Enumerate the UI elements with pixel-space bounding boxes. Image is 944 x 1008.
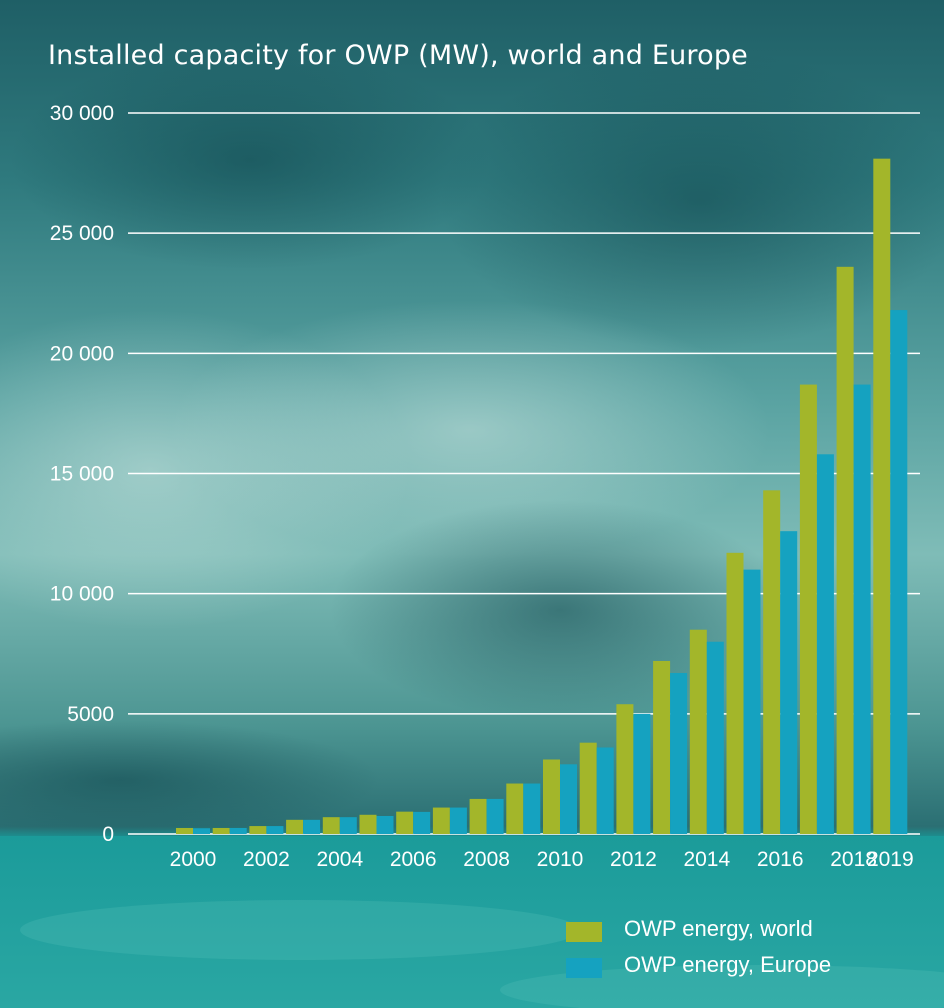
bar-europe-2004 xyxy=(339,817,357,834)
chart-title: Installed capacity for OWP (MW), world a… xyxy=(48,40,748,71)
bar-world-2016 xyxy=(763,490,781,834)
y-tick-label: 10 000 xyxy=(50,583,114,606)
y-tick-label: 25 000 xyxy=(50,222,114,245)
bar-world-2013 xyxy=(653,660,671,834)
x-tick-label: 2008 xyxy=(463,848,510,871)
bar-europe-2014 xyxy=(706,641,724,834)
bar-europe-2016 xyxy=(780,531,798,834)
bar-world-2011 xyxy=(579,742,597,834)
bar-world-2012 xyxy=(616,704,634,834)
bar-europe-2009 xyxy=(523,783,541,834)
bar-world-2003 xyxy=(286,819,304,834)
bar-world-2009 xyxy=(506,783,524,834)
x-tick-label: 2016 xyxy=(757,848,804,871)
x-tick-label: 2014 xyxy=(683,848,730,871)
bar-world-2001 xyxy=(212,827,230,834)
x-tick-label: 2002 xyxy=(243,848,290,871)
y-tick-label: 15 000 xyxy=(50,463,114,486)
bar-world-2002 xyxy=(249,826,267,834)
bar-world-2018 xyxy=(836,266,854,834)
bar-europe-2013 xyxy=(670,672,688,834)
bar-world-2019 xyxy=(873,158,891,834)
bar-world-2017 xyxy=(799,384,817,834)
x-axis-tick-labels: 2000 2002 2004 2006 2008 2010 2012 2014 2016 2018… xyxy=(170,848,914,871)
bar-europe-2008 xyxy=(486,798,504,834)
y-axis-tick-labels: 0 5000 10 000 15 000 20 000 25 000 30 000 xyxy=(50,102,114,846)
y-tick-label: 30 000 xyxy=(50,102,114,125)
legend-label-world: OWP energy, world xyxy=(624,916,813,941)
bar-europe-2000 xyxy=(193,828,210,834)
bar-world-2004 xyxy=(322,817,340,834)
x-tick-label: 2018 xyxy=(830,848,877,871)
legend-swatch-world xyxy=(566,922,602,942)
bar-europe-2007 xyxy=(449,807,467,834)
bar-europe-2002 xyxy=(266,826,284,834)
legend-label-europe: OWP energy, Europe xyxy=(624,952,832,977)
bar-world-2014 xyxy=(689,629,707,834)
bar-europe-2015 xyxy=(743,569,761,834)
y-tick-label: 5000 xyxy=(67,703,114,726)
x-tick-label: 2004 xyxy=(316,848,363,871)
x-tick-label: 2012 xyxy=(610,848,657,871)
bar-europe-2006 xyxy=(413,811,431,834)
bar-europe-2017 xyxy=(816,454,834,834)
y-tick-label: 20 000 xyxy=(50,342,114,365)
bar-europe-2001 xyxy=(229,827,247,834)
bar-europe-2018 xyxy=(853,384,871,834)
bar-europe-2011 xyxy=(596,747,614,834)
bar-world-2015 xyxy=(726,552,744,834)
bar-europe-2005 xyxy=(376,815,394,834)
bar-europe-2003 xyxy=(303,819,321,834)
bar-world-2010 xyxy=(543,759,560,834)
bar-world-2005 xyxy=(359,814,377,834)
bar-world-2006 xyxy=(396,811,414,834)
x-tick-label: 2010 xyxy=(537,848,584,871)
x-tick-label: 2000 xyxy=(170,848,217,871)
bars xyxy=(176,158,908,834)
bar-world-2008 xyxy=(469,798,487,834)
legend-swatch-europe xyxy=(566,958,602,978)
bar-world-2000 xyxy=(176,827,193,834)
x-tick-label: 2019 xyxy=(867,848,914,871)
y-tick-label: 0 xyxy=(102,823,114,846)
bar-europe-2019 xyxy=(890,310,908,834)
bar-europe-2012 xyxy=(633,713,651,834)
bar-world-2007 xyxy=(432,807,450,834)
x-tick-label: 2006 xyxy=(390,848,437,871)
bar-europe-2010 xyxy=(560,764,577,834)
